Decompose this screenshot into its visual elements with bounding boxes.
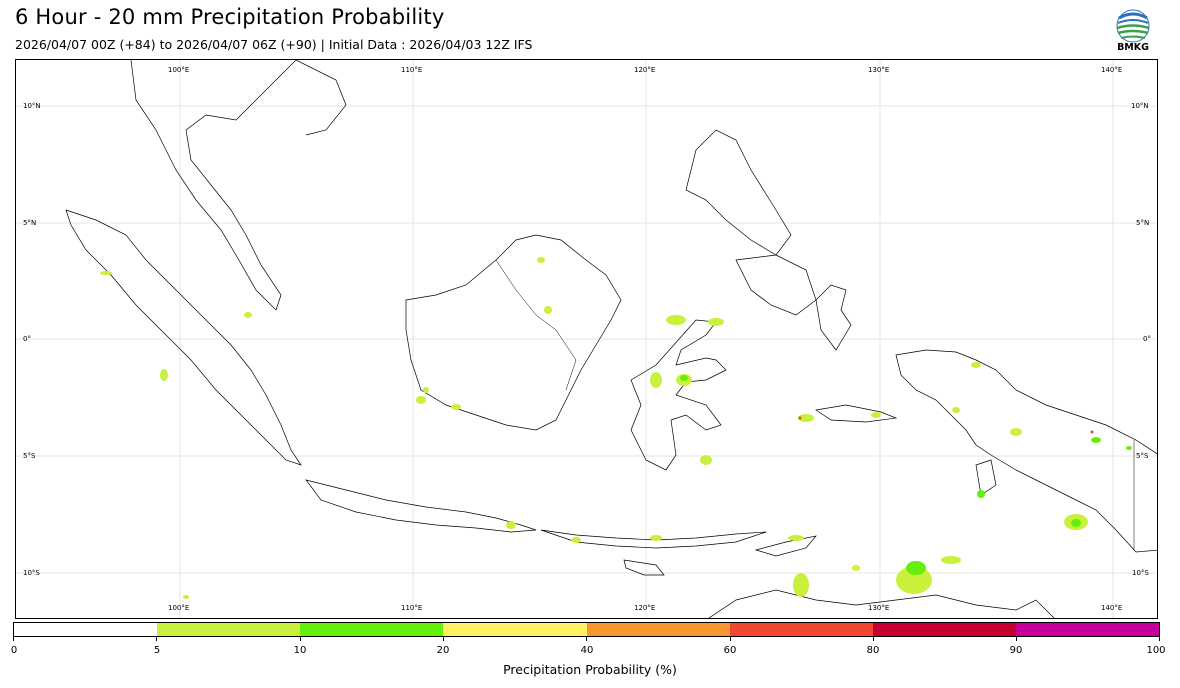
colorbar-seg-60-80 xyxy=(729,623,873,636)
colorbar-tickmark-10 xyxy=(300,637,301,641)
lon-label-top-120: 120°E xyxy=(634,66,656,74)
colorbar-tickmark-40 xyxy=(586,637,587,641)
colorbar-seg-40-60 xyxy=(586,623,730,636)
borneo-coast xyxy=(405,234,622,431)
colorbar-tick-5: 5 xyxy=(153,645,161,656)
lat-label-right-10n: 10°N xyxy=(1131,102,1149,110)
colorbar-label: Precipitation Probability (%) xyxy=(503,662,677,677)
map-subtitle: 2026/04/07 00Z (+84) to 2026/04/07 06Z (… xyxy=(15,37,533,52)
malay-peninsula-coast xyxy=(130,60,297,311)
new-guinea-coast xyxy=(895,349,1157,553)
lon-label-bottom-140: 140°E xyxy=(1101,604,1123,612)
colorbar-seg-90-100 xyxy=(1015,623,1159,636)
colorbar-tick-90: 90 xyxy=(1009,645,1023,656)
colorbar xyxy=(13,622,1160,637)
lat-label-right-0: 0° xyxy=(1143,335,1151,343)
colorbar-seg-5-10 xyxy=(157,623,301,636)
colorbar-tickmark-80 xyxy=(873,637,874,641)
colorbar-tickmark-100 xyxy=(1159,637,1160,641)
mindanao-coast xyxy=(735,254,817,316)
colorbar-tick-10: 10 xyxy=(293,645,307,656)
vietnam-coast xyxy=(295,60,347,136)
lat-label-right-5s: 5°S xyxy=(1136,452,1149,460)
colorbar-tickmark-0 xyxy=(13,637,14,641)
colorbar-seg-20-40 xyxy=(443,623,587,636)
lat-label-left-10n: 10°N xyxy=(23,102,41,110)
colorbar-tickmark-20 xyxy=(443,637,444,641)
halmahera-coast xyxy=(815,284,852,351)
colorbar-seg-10-20 xyxy=(300,623,444,636)
colorbar-tick-100: 100 xyxy=(1146,645,1166,656)
map-canvas xyxy=(16,60,1157,618)
lat-label-left-0: 0° xyxy=(23,335,31,343)
lon-label-top-130: 130°E xyxy=(868,66,890,74)
colorbar-tick-80: 80 xyxy=(866,645,880,656)
lon-label-top-100: 100°E xyxy=(168,66,190,74)
colorbar-tick-40: 40 xyxy=(580,645,594,656)
bmkg-logo-icon xyxy=(1116,9,1150,43)
seram-coast xyxy=(815,404,898,423)
sulawesi-coast xyxy=(630,319,727,471)
bali-lombok-coast xyxy=(540,529,767,549)
lat-label-left-5s: 5°S xyxy=(23,452,36,460)
colorbar-tick-20: 20 xyxy=(436,645,450,656)
australia-north-coast xyxy=(708,589,1055,618)
colorbar-tickmark-90 xyxy=(1016,637,1017,641)
precipitation-patches xyxy=(100,257,1132,599)
aru-coast xyxy=(975,459,997,496)
lat-label-left-10s: 10°S xyxy=(23,569,40,577)
lat-label-right-5n: 5°N xyxy=(1136,219,1150,227)
graticule xyxy=(16,60,1157,618)
lat-label-left-5n: 5°N xyxy=(23,219,37,227)
coastlines xyxy=(65,60,1157,618)
colorbar-seg-0-5 xyxy=(14,623,158,636)
lon-label-top-140: 140°E xyxy=(1101,66,1123,74)
colorbar-tick-0: 0 xyxy=(10,645,18,656)
lat-label-right-10s: 10°S xyxy=(1132,569,1149,577)
philippines-coast xyxy=(685,129,792,256)
colorbar-tickmark-5 xyxy=(156,637,157,641)
lon-label-bottom-100: 100°E xyxy=(168,604,190,612)
java-coast xyxy=(305,479,537,533)
borneo-border xyxy=(495,259,577,391)
precipitation-map: 100°E 110°E 120°E 130°E 140°E 100°E 110°… xyxy=(15,59,1158,619)
lon-label-bottom-110: 110°E xyxy=(401,604,423,612)
map-title: 6 Hour - 20 mm Precipitation Probability xyxy=(15,5,445,29)
colorbar-tickmark-60 xyxy=(730,637,731,641)
colorbar-tick-60: 60 xyxy=(723,645,737,656)
bmkg-logo-text: BMKG xyxy=(1117,42,1149,53)
sumatra-coast xyxy=(65,209,302,466)
sumba-coast xyxy=(623,559,665,576)
colorbar-seg-80-90 xyxy=(872,623,1016,636)
timor-coast xyxy=(754,535,817,557)
lon-label-bottom-120: 120°E xyxy=(634,604,656,612)
lon-label-bottom-130: 130°E xyxy=(868,604,890,612)
lon-label-top-110: 110°E xyxy=(401,66,423,74)
